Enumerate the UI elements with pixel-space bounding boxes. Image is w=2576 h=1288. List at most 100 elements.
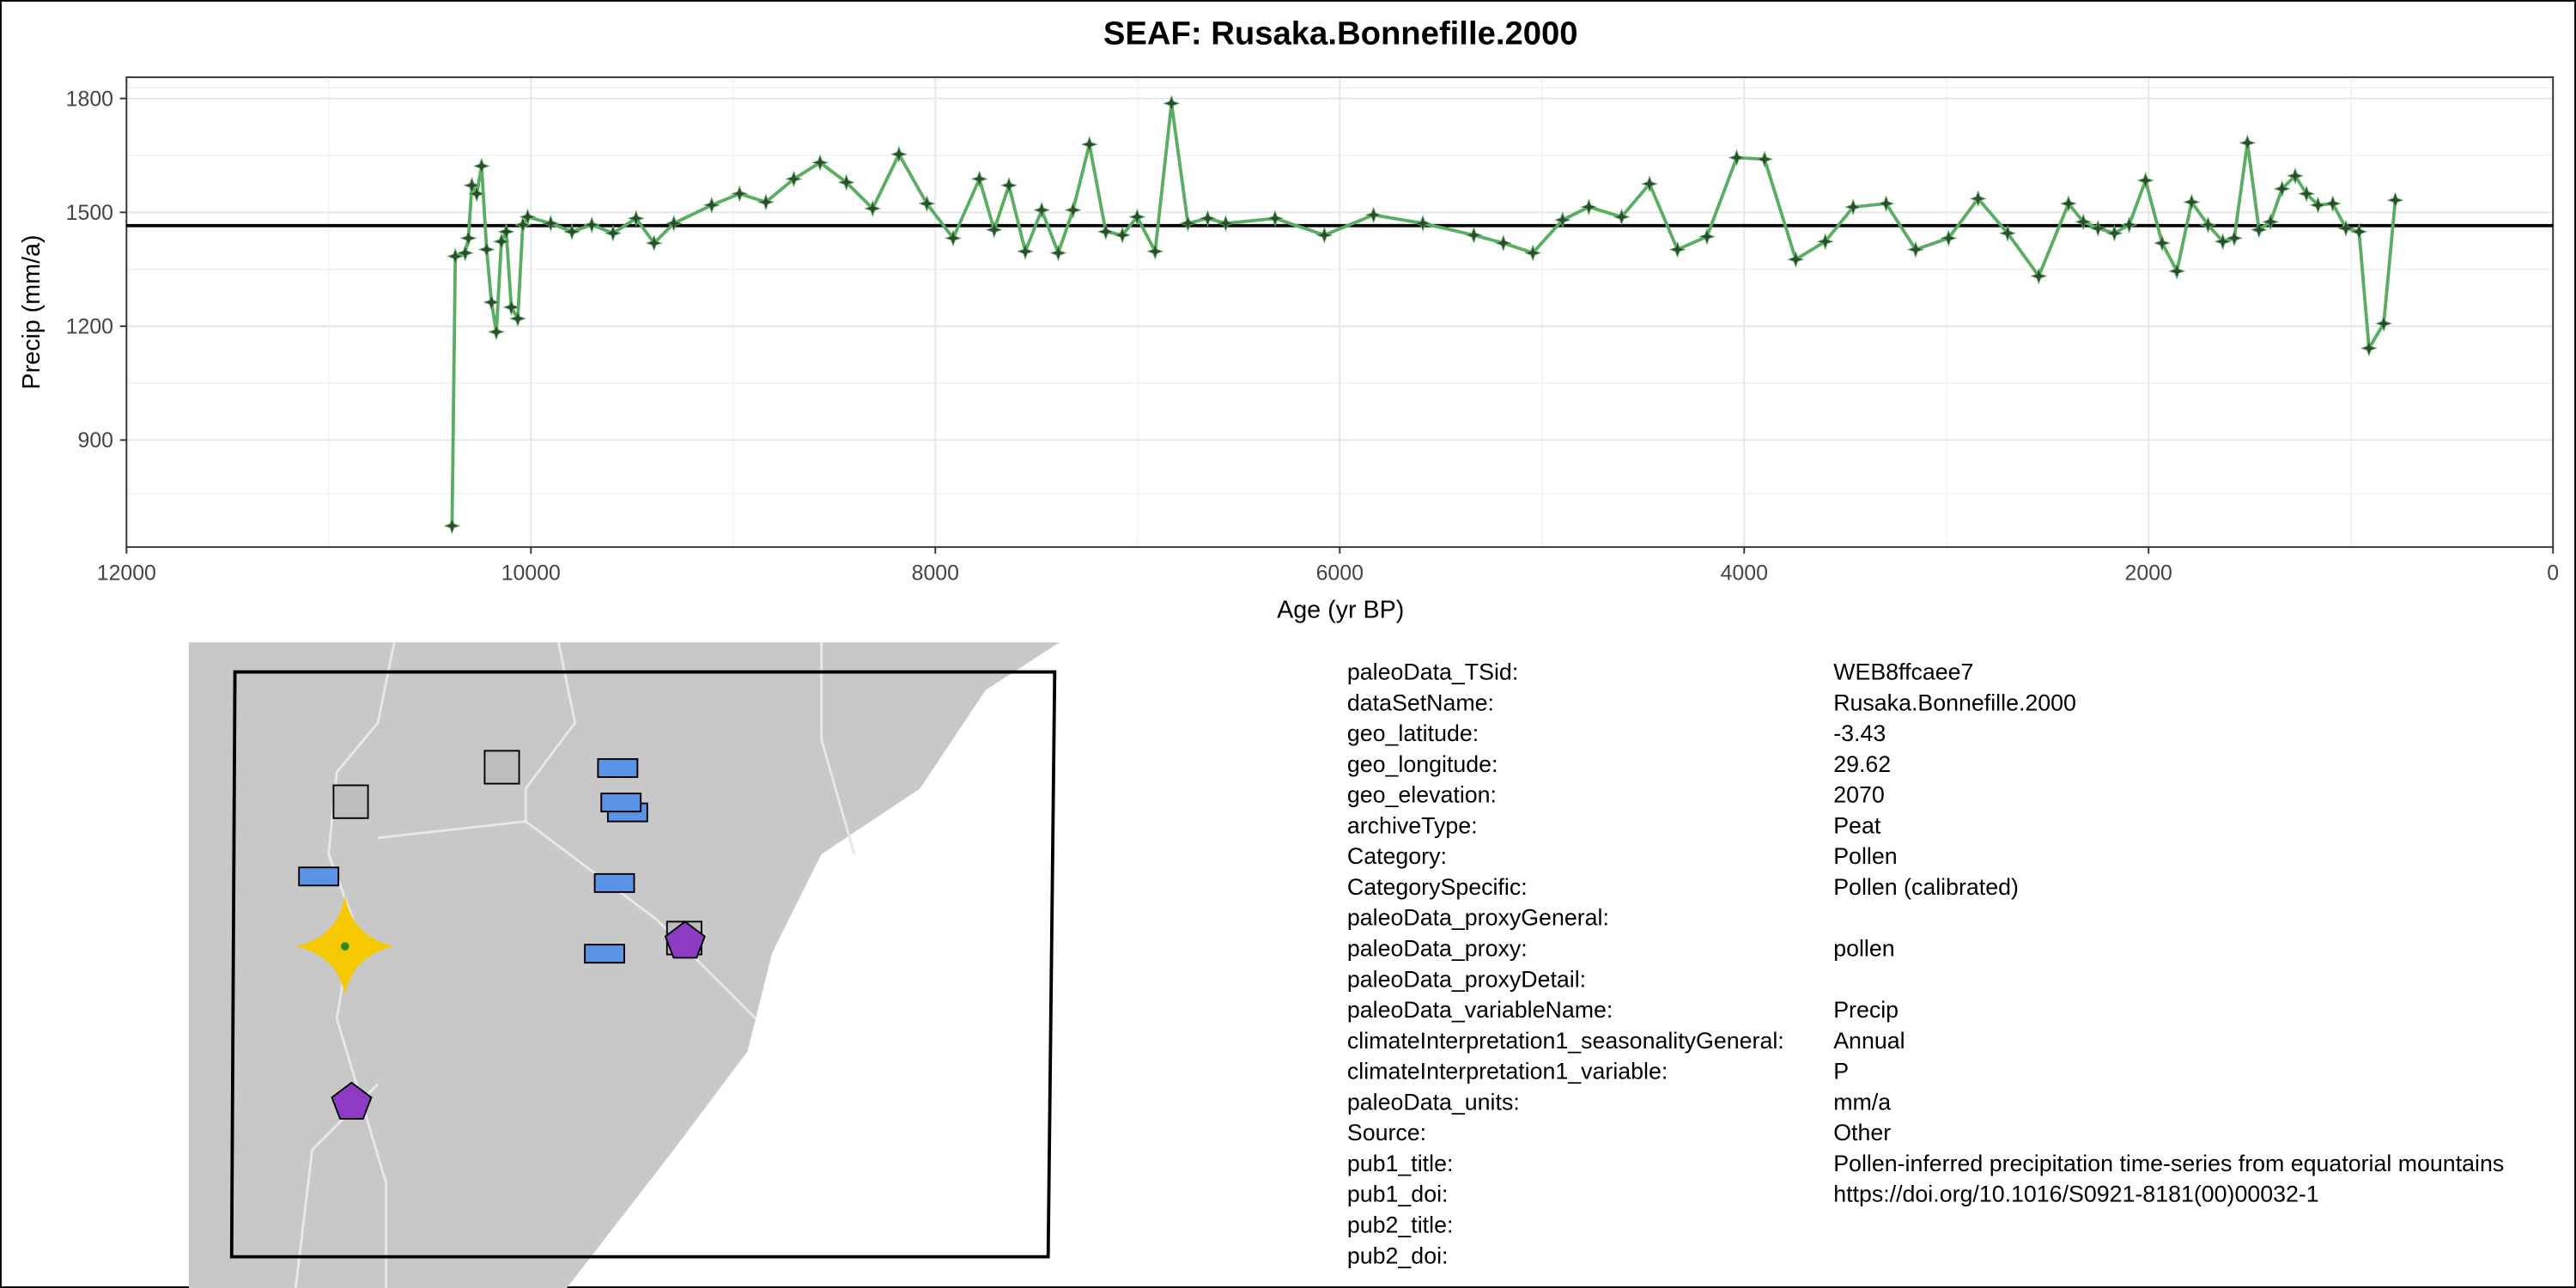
data-point xyxy=(447,247,465,265)
meta-value: mm/a xyxy=(1833,1089,1891,1115)
data-point xyxy=(2262,213,2280,231)
meta-key: geo_latitude: xyxy=(1347,720,1479,746)
meta-key: climateInterpretation1_seasonalityGenera… xyxy=(1347,1028,1784,1054)
data-point xyxy=(1580,198,1598,216)
borders xyxy=(294,641,856,1288)
data-point xyxy=(2120,216,2138,234)
data-point xyxy=(1217,215,1235,233)
meta-value: https://doi.org/10.1016/S0921-8181(00)00… xyxy=(1833,1182,2318,1207)
data-point xyxy=(519,208,537,226)
data-point xyxy=(756,193,775,211)
data-point xyxy=(1033,201,1051,219)
data-point xyxy=(1414,215,1432,233)
data-point xyxy=(2199,216,2217,234)
meta-value: WEB8ffcaee7 xyxy=(1833,659,1973,685)
data-point xyxy=(1114,226,1132,244)
data-point xyxy=(1199,210,1217,228)
data-point xyxy=(563,222,581,240)
meta-value: Annual xyxy=(1833,1028,1905,1054)
y-tick-label: 900 xyxy=(78,428,113,453)
data-point xyxy=(1049,244,1067,262)
data-point xyxy=(1097,222,1115,240)
data-point xyxy=(837,173,855,191)
meta-key: paleoData_proxyGeneral: xyxy=(1347,905,1609,931)
data-point xyxy=(2298,185,2316,203)
site-marker xyxy=(593,872,635,893)
x-tick-label: 10000 xyxy=(501,561,561,585)
meta-value: Pollen xyxy=(1833,843,1897,869)
meta-key: CategorySpecific: xyxy=(1347,874,1528,900)
data-point xyxy=(731,185,749,203)
site-marker xyxy=(584,944,625,964)
data-point xyxy=(583,216,601,234)
site-marker xyxy=(597,757,639,778)
data-point xyxy=(645,234,663,252)
selected-site-center xyxy=(341,942,349,951)
map-frame xyxy=(229,670,1057,1259)
y-axis-label: Precip (mm/a) xyxy=(18,234,46,389)
meta-key: pub1_doi: xyxy=(1347,1182,1449,1207)
data-point xyxy=(1940,229,1958,247)
meta-key: Category: xyxy=(1347,843,1447,869)
meta-value: Peat xyxy=(1833,812,1881,838)
data-point xyxy=(970,170,988,188)
site-marker xyxy=(664,920,706,959)
data-point xyxy=(627,210,645,228)
data-point xyxy=(2154,234,2172,252)
meta-key: paleoData_proxy: xyxy=(1347,936,1528,962)
data-point xyxy=(890,145,908,163)
data-point xyxy=(2030,267,2048,285)
meta-key: pub2_doi: xyxy=(1347,1242,1449,1268)
data-point xyxy=(1641,175,1659,193)
data-point xyxy=(2075,213,2093,231)
y-tick-label: 1200 xyxy=(66,314,113,338)
data-point xyxy=(2286,167,2304,185)
data-point xyxy=(2214,233,2232,251)
data-point xyxy=(1266,210,1284,228)
data-point xyxy=(1553,211,1571,229)
data-point xyxy=(2226,229,2244,247)
data-point xyxy=(1080,136,1098,154)
data-point xyxy=(1364,206,1382,224)
map xyxy=(189,641,1060,1288)
data-point xyxy=(2250,221,2268,239)
meta-key: geo_elevation: xyxy=(1347,782,1497,808)
x-axis-label: Age (yr BP) xyxy=(1277,596,1404,623)
data-point xyxy=(999,176,1018,194)
data-point xyxy=(542,215,560,233)
data-point xyxy=(985,221,1003,239)
data-point xyxy=(456,244,474,262)
data-point xyxy=(1698,228,1716,246)
meta-value: Rusaka.Bonnefille.2000 xyxy=(1833,690,2076,715)
data-point xyxy=(2360,339,2378,357)
meta-key: pub2_title: xyxy=(1347,1212,1454,1238)
y-tick-label: 1800 xyxy=(66,87,113,111)
data-point xyxy=(1969,190,1987,208)
data-point xyxy=(1163,94,1181,112)
data-point xyxy=(1756,150,1774,168)
y-tick-label: 1500 xyxy=(66,201,113,225)
data-point xyxy=(1017,242,1035,260)
site-marker xyxy=(332,784,369,819)
data-point xyxy=(459,229,477,247)
meta-value: 2070 xyxy=(1833,782,1885,808)
meta-value: Other xyxy=(1833,1120,1891,1145)
data-point xyxy=(483,294,501,312)
data-point xyxy=(1728,149,1746,167)
site-marker xyxy=(600,793,642,813)
data-point xyxy=(468,185,486,203)
data-point xyxy=(513,216,532,234)
meta-value: Precip xyxy=(1833,997,1899,1023)
data-point xyxy=(2324,195,2342,213)
data-point xyxy=(2239,134,2257,152)
x-tick-label: 4000 xyxy=(1721,561,1768,585)
data-point xyxy=(1179,215,1197,233)
meta-key: pub1_title: xyxy=(1347,1151,1454,1176)
x-tick-label: 12000 xyxy=(97,561,156,585)
meta-value: Pollen-inferred precipitation time-serie… xyxy=(1833,1151,2504,1176)
data-point xyxy=(1816,233,1834,251)
data-point xyxy=(2168,262,2186,280)
data-point xyxy=(1999,224,2017,242)
meta-key: dataSetName: xyxy=(1347,690,1494,715)
